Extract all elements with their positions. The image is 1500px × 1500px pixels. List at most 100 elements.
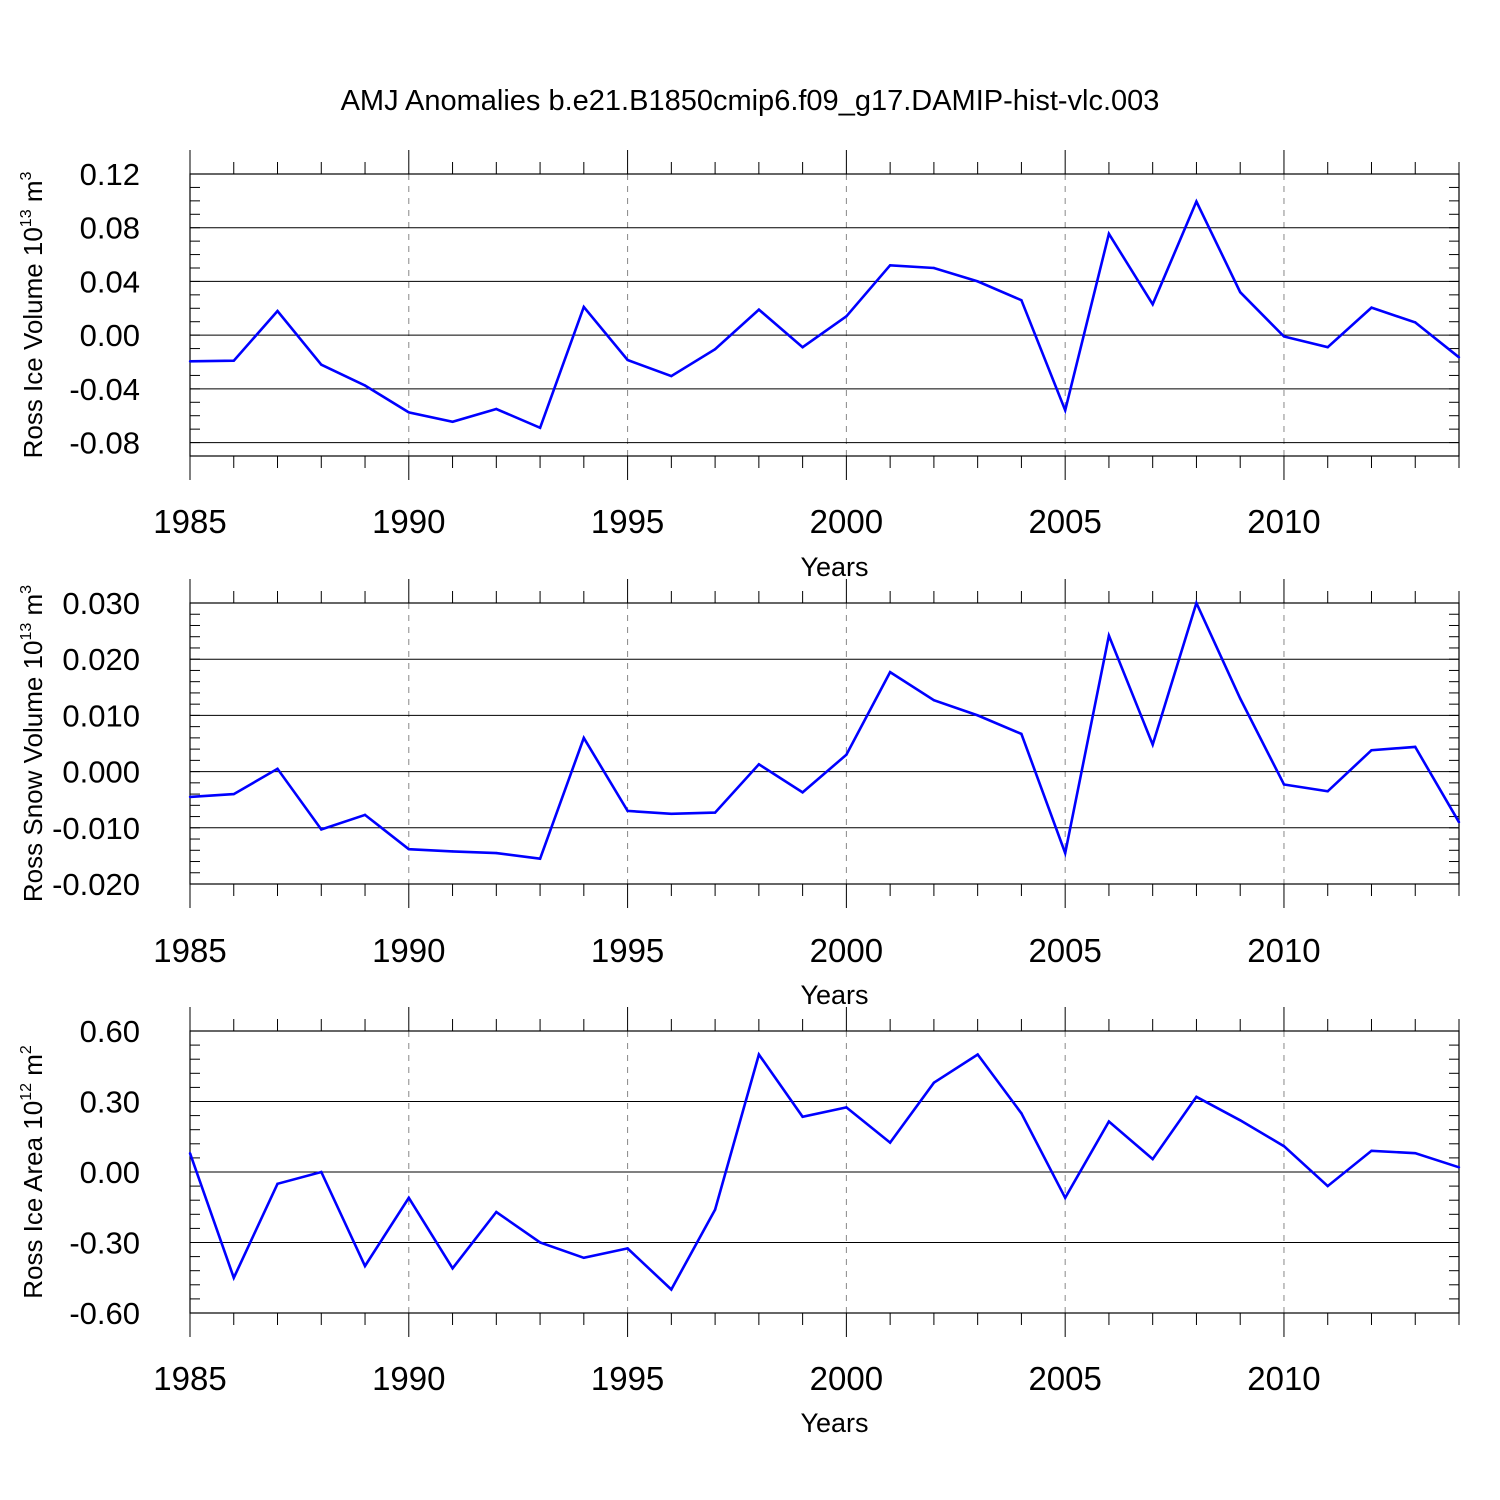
y-axis-label: Ross Ice Volume 1013 m3 bbox=[18, 171, 48, 458]
data-point bbox=[582, 305, 586, 309]
data-point bbox=[1020, 732, 1023, 736]
series-line bbox=[188, 1051, 1460, 1292]
data-point bbox=[1370, 749, 1373, 752]
plot-frame bbox=[189, 602, 1460, 885]
data-point bbox=[1151, 743, 1154, 746]
y-axis-label-exponent: 12 bbox=[18, 1083, 35, 1101]
y-tick-label: 0.00 bbox=[80, 1155, 140, 1190]
data-point bbox=[1195, 601, 1198, 605]
y-tick-label: 0.010 bbox=[62, 698, 140, 733]
data-point bbox=[845, 1106, 848, 1109]
data-point bbox=[713, 348, 717, 351]
data-point bbox=[1326, 346, 1329, 349]
data-point bbox=[495, 407, 498, 411]
data-point bbox=[232, 792, 235, 796]
data-point bbox=[1063, 851, 1067, 855]
data-point bbox=[538, 1241, 542, 1244]
data-point bbox=[495, 1210, 498, 1214]
x-tick-label: 2010 bbox=[1247, 1360, 1320, 1397]
x-tick-label: 1995 bbox=[591, 503, 664, 540]
data-point bbox=[801, 346, 804, 349]
y-axis-label: Ross Ice Area 1012 m2 bbox=[18, 1045, 48, 1299]
data-point bbox=[188, 795, 192, 799]
data-point bbox=[188, 1152, 192, 1155]
data-point bbox=[582, 736, 586, 740]
data-point bbox=[407, 411, 410, 414]
data-point bbox=[451, 1267, 454, 1270]
y-tick-label: 0.60 bbox=[80, 1014, 140, 1049]
x-tick-label: 2000 bbox=[810, 932, 883, 969]
data-point bbox=[363, 1264, 367, 1268]
data-point bbox=[451, 850, 454, 853]
data-point bbox=[1239, 290, 1242, 294]
x-tick-label: 1995 bbox=[591, 932, 664, 969]
panel-1: -0.08 -0.04 0.00 0.04 0.08 0.12 1985 1990 1995 20… bbox=[18, 150, 1461, 582]
series-line bbox=[189, 198, 1460, 430]
data-point bbox=[1020, 1112, 1023, 1115]
y-axis-label-unit-exponent: 2 bbox=[18, 1045, 35, 1054]
data-point bbox=[670, 812, 673, 815]
data-point bbox=[757, 1053, 761, 1056]
data-point bbox=[1195, 1095, 1198, 1099]
y-axis-label-unit: m bbox=[18, 1054, 48, 1083]
y-tick-label: 0.030 bbox=[62, 586, 140, 621]
data-point bbox=[845, 753, 848, 756]
data-point bbox=[1020, 299, 1023, 302]
y-tick-label: 0.000 bbox=[62, 755, 140, 790]
data-point bbox=[932, 266, 936, 270]
x-tick-label: 2005 bbox=[1028, 932, 1101, 969]
data-point bbox=[801, 791, 804, 794]
data-point bbox=[1370, 306, 1373, 309]
panel-2: -0.020 -0.010 0.000 0.010 0.020 0.030 1985 1990… bbox=[18, 579, 1461, 1010]
data-point bbox=[1457, 820, 1461, 824]
data-point bbox=[1107, 232, 1111, 235]
data-point bbox=[1326, 1184, 1329, 1188]
data-point bbox=[757, 308, 761, 311]
data-point bbox=[1414, 1152, 1417, 1155]
data-point bbox=[626, 358, 629, 362]
y-tick-label: 0.020 bbox=[62, 642, 140, 677]
chart-title: AMJ Anomalies b.e21.B1850cmip6.f09_g17.D… bbox=[340, 85, 1160, 117]
x-tick-label: 2010 bbox=[1247, 932, 1320, 969]
data-point bbox=[363, 813, 367, 817]
x-tick-label: 1985 bbox=[153, 932, 226, 969]
data-point bbox=[626, 809, 629, 813]
data-point bbox=[1414, 321, 1417, 324]
data-point bbox=[801, 1115, 804, 1118]
data-point bbox=[538, 426, 542, 429]
data-point bbox=[1457, 356, 1461, 359]
y-tick-label: -0.010 bbox=[52, 811, 140, 846]
data-point bbox=[1151, 1157, 1154, 1161]
data-point bbox=[407, 1196, 410, 1200]
x-tick-label: 1985 bbox=[153, 1360, 226, 1397]
data-point bbox=[670, 374, 673, 378]
data-point bbox=[538, 857, 542, 860]
y-axis-label-unit: m bbox=[18, 180, 48, 209]
data-point bbox=[1195, 200, 1198, 203]
data-point bbox=[1239, 697, 1242, 700]
y-axis-label-unit-exponent: 3 bbox=[18, 585, 35, 594]
data-point bbox=[320, 363, 323, 366]
data-point bbox=[407, 847, 410, 851]
data-point bbox=[932, 1081, 936, 1084]
y-axis-label-exponent: 13 bbox=[18, 623, 35, 641]
data-point bbox=[232, 1276, 235, 1279]
y-tick-label: -0.04 bbox=[69, 372, 140, 407]
x-tick-label: 1990 bbox=[372, 503, 445, 540]
data-point bbox=[276, 309, 279, 313]
data-point bbox=[845, 315, 848, 318]
series-line bbox=[189, 599, 1461, 861]
data-point bbox=[1151, 303, 1154, 306]
data-point bbox=[670, 1288, 673, 1291]
data-point bbox=[757, 763, 761, 766]
data-point bbox=[713, 811, 717, 814]
y-tick-label: 0.30 bbox=[80, 1085, 140, 1120]
data-point bbox=[1063, 409, 1067, 412]
y-tick-label: -0.08 bbox=[69, 426, 140, 461]
x-axis-label: Years bbox=[800, 552, 868, 582]
data-point bbox=[582, 1256, 586, 1259]
y-tick-label: 0.04 bbox=[80, 264, 140, 299]
y-tick-label: -0.30 bbox=[69, 1226, 140, 1261]
y-axis-label-text: Ross Snow Volume 10 bbox=[18, 641, 48, 903]
